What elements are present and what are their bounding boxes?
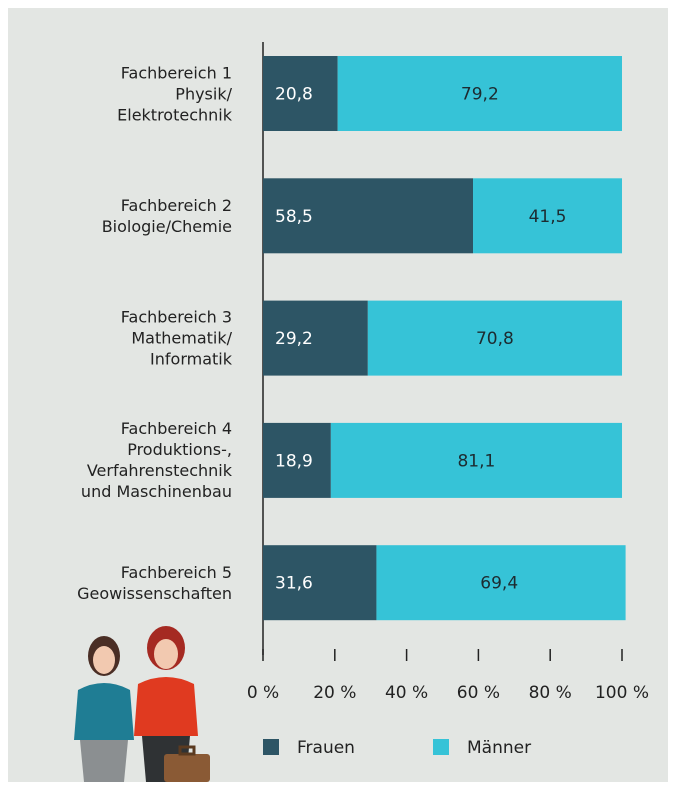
bar-segment	[263, 178, 474, 254]
legend-swatch	[433, 739, 449, 755]
bar-segment	[367, 300, 622, 376]
value-label: 58,5	[275, 207, 313, 227]
value-label: 18,9	[275, 451, 313, 471]
bar-segment	[263, 56, 338, 131]
value-label: 70,8	[476, 329, 514, 349]
value-label: 31,6	[275, 574, 313, 594]
legend-label: Männer	[467, 738, 531, 758]
value-label: 69,4	[480, 574, 518, 594]
category-label: Fachbereich 4 Produktions-, Verfahrenste…	[80, 419, 232, 502]
bar-segment	[330, 422, 622, 498]
x-tick-label: 0 %	[247, 683, 279, 703]
bar-segment	[263, 545, 377, 621]
category-label: Fachbereich 2 Biologie/Chemie	[101, 195, 232, 236]
value-label: 81,1	[457, 451, 495, 471]
legend-label: Frauen	[297, 738, 355, 758]
value-label: 79,2	[461, 85, 499, 105]
bar-segment	[263, 422, 331, 498]
x-tick-label: 20 %	[313, 683, 356, 703]
illustration	[74, 626, 210, 782]
bar-segment	[337, 56, 622, 131]
category-label: Fachbereich 1 Physik/ Elektrotechnik	[117, 63, 232, 124]
category-label: Fachbereich 3 Mathematik/ Informatik	[120, 307, 232, 369]
bar-segment	[263, 300, 368, 376]
x-tick-label: 100 %	[595, 683, 649, 703]
value-label: 29,2	[275, 329, 313, 349]
x-tick-label: 60 %	[457, 683, 500, 703]
category-label: Fachbereich 5 Geowissenschaften	[77, 562, 232, 603]
x-tick-label: 40 %	[385, 683, 428, 703]
bar-segment	[473, 178, 622, 254]
value-label: 41,5	[529, 207, 567, 227]
value-label: 20,8	[275, 85, 313, 105]
x-tick-label: 80 %	[529, 683, 572, 703]
bar-segment	[376, 545, 626, 621]
legend-swatch	[263, 739, 279, 755]
